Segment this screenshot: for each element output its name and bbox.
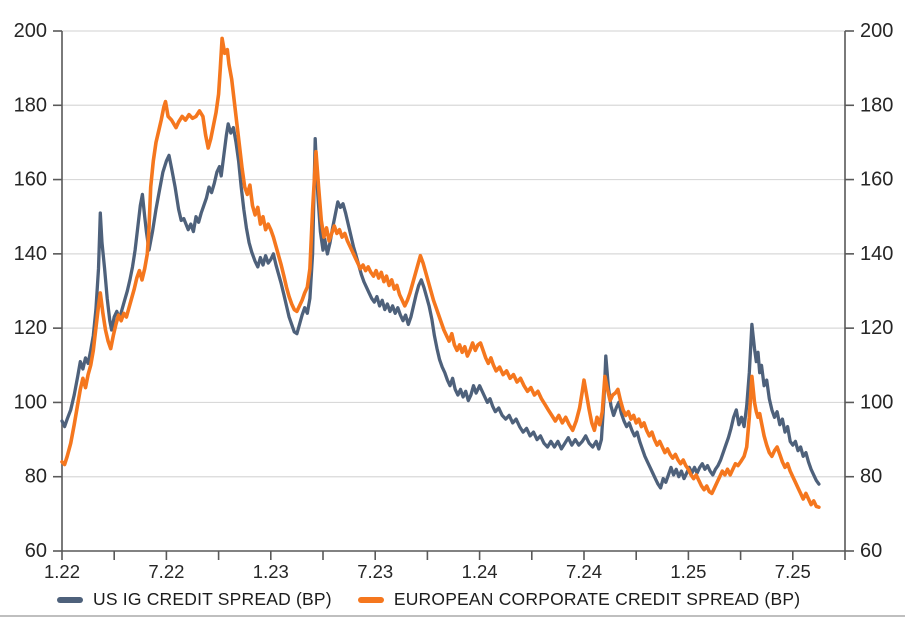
x-tick-label-1.25: 1.25 [670, 561, 706, 582]
x-tick-label-1.24: 1.24 [462, 561, 498, 582]
y-tick-label-right-200: 200 [860, 20, 893, 42]
y-tick-label-right-160: 160 [860, 169, 893, 191]
y-tick-label-right-120: 120 [860, 317, 893, 339]
x-tick-label-7.25: 7.25 [775, 561, 811, 582]
european-series-line-marker [357, 596, 384, 603]
y-tick-label-right-100: 100 [860, 391, 893, 413]
x-tick-label-1.23: 1.23 [253, 561, 289, 582]
y-tick-label-left-200: 200 [14, 20, 47, 42]
bottom-divider-line [0, 615, 905, 617]
y-tick-label-left-100: 100 [14, 391, 47, 413]
y-tick-label-right-180: 180 [860, 94, 893, 116]
us-series-line-marker [57, 596, 83, 603]
y-tick-label-left-180: 180 [14, 94, 47, 116]
y-tick-label-right-80: 80 [860, 466, 882, 488]
x-tick-label-7.23: 7.23 [357, 561, 393, 582]
legend-item-europe: EUROPEAN CORPORATE CREDIT SPREAD (BP) [357, 589, 801, 610]
y-tick-label-right-60: 60 [860, 540, 882, 562]
us-ig-credit-spread-line [60, 122, 821, 490]
x-tick-label-1.22: 1.22 [44, 561, 80, 582]
x-tick-label-7.22: 7.22 [148, 561, 184, 582]
y-tick-label-left-160: 160 [14, 169, 47, 191]
y-tick-label-left-80: 80 [25, 466, 47, 488]
y-tick-label-left-60: 60 [25, 540, 47, 562]
y-tick-label-left-140: 140 [14, 243, 47, 265]
y-tick-label-left-120: 120 [14, 317, 47, 339]
chart-legend: US IG CREDIT SPREAD (BP) EUROPEAN CORPOR… [57, 589, 800, 610]
european-corporate-credit-spread-line [60, 36, 821, 509]
european-series-label: EUROPEAN CORPORATE CREDIT SPREAD (BP) [393, 589, 801, 609]
us-series-label: US IG CREDIT SPREAD (BP) [93, 589, 332, 609]
x-tick-label-7.24: 7.24 [566, 561, 602, 582]
legend-item-us: US IG CREDIT SPREAD (BP) [57, 589, 332, 610]
y-tick-label-right-140: 140 [860, 243, 893, 265]
